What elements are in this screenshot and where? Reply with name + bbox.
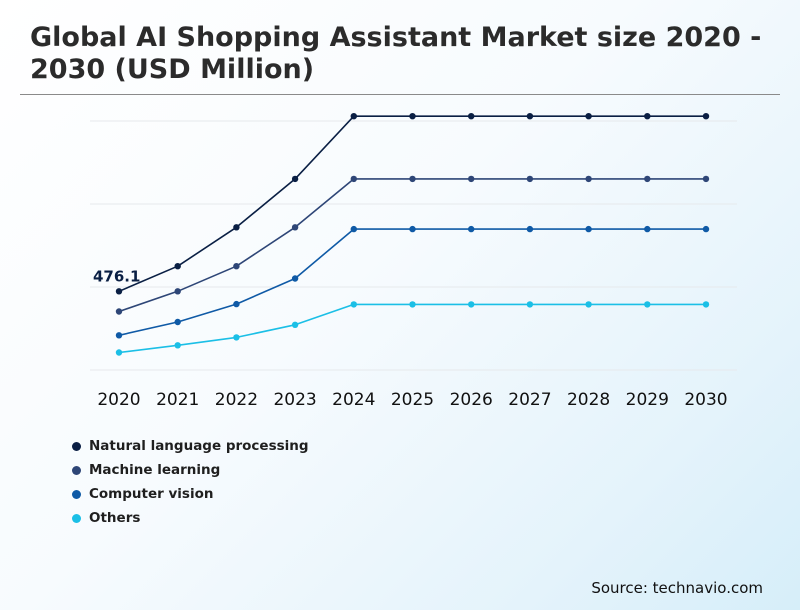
data-point [585,175,592,183]
data-point [585,301,592,308]
data-point [702,113,710,120]
legend-item: Others [72,506,309,530]
legend-label: Machine learning [89,462,221,478]
legend-label: Others [89,510,141,526]
data-point [526,225,534,233]
data-point [233,224,240,231]
data-point [233,263,240,270]
data-point [526,113,534,120]
x-tick-label: 2028 [567,390,610,410]
data-point [702,175,710,183]
x-tick-label: 2029 [626,390,669,410]
series-lines [118,115,706,354]
legend-swatch [72,465,81,475]
data-point [350,225,357,233]
x-tick-label: 2021 [156,390,199,410]
data-point [291,321,299,328]
gridlines [90,120,737,371]
x-tick-label: 2026 [450,390,493,410]
data-point [115,349,123,356]
legend-item: Machine learning [72,458,309,482]
data-point [291,224,299,231]
data-point [644,225,651,233]
x-tick-label: 2023 [273,390,316,410]
legend: Natural language processing Machine learn… [72,434,309,530]
legend-label: Computer vision [89,486,214,502]
chart-title: Global AI Shopping Assistant Market size… [30,22,762,85]
data-point [174,288,181,295]
data-label: 476.1 [93,267,140,285]
legend-label: Natural language processing [89,438,309,454]
data-point [468,301,475,308]
data-point [702,301,710,308]
data-point [174,342,181,349]
data-point [644,301,651,308]
data-point [409,225,416,233]
data-point [585,225,592,233]
series-line-2 [118,228,706,337]
title-divider [20,94,780,95]
data-point [409,301,416,308]
x-tick-label: 2025 [391,390,434,410]
data-point [350,301,357,308]
legend-swatch [72,441,81,451]
line-chart: 476.1 2020 2021 2022 2023 2024 2025 2026 2027 20… [90,113,737,410]
data-point [174,318,181,326]
data-point [233,300,240,308]
series-line-1 [118,178,706,313]
data-point [291,275,299,282]
data-point [526,175,534,183]
x-tick-label: 2020 [97,390,140,410]
data-point [585,113,592,120]
data-point [115,308,123,315]
x-tick-label: 2022 [215,390,258,410]
annotations: 476.1 [93,267,140,285]
x-tick-label: 2030 [684,390,727,410]
legend-item: Computer vision [72,482,309,506]
data-point [350,113,357,120]
data-point [644,175,651,183]
data-point [644,113,651,120]
data-point [702,225,710,233]
data-point [115,288,123,295]
data-point [233,334,240,341]
data-point [468,225,475,233]
source-label: Source: technavio.com [591,579,763,597]
series-points [115,113,710,356]
data-point [174,263,181,270]
data-point [115,332,123,339]
legend-swatch [72,513,81,523]
data-point [468,175,475,183]
data-point [468,113,475,120]
data-point [350,175,357,183]
legend-item: Natural language processing [72,434,309,458]
x-tick-label: 2024 [332,390,375,410]
data-point [291,175,299,183]
series-line-3 [118,303,706,354]
x-tick-label: 2027 [508,390,551,410]
data-point [409,175,416,183]
x-axis-ticks: 2020 2021 2022 2023 2024 2025 2026 2027 2028 2029… [97,390,727,410]
data-point [526,301,534,308]
legend-swatch [72,489,81,499]
data-point [409,113,416,120]
